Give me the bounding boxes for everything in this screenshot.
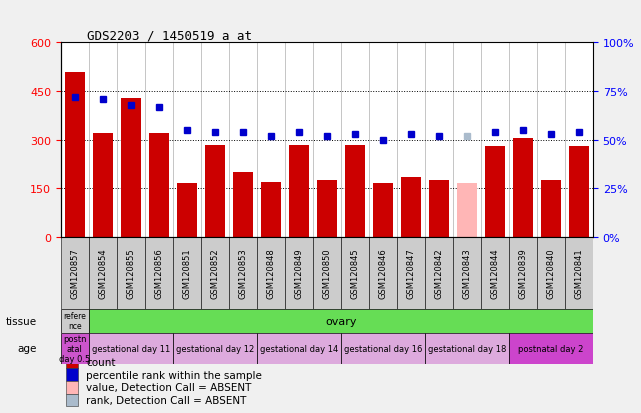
Text: postn
atal
day 0.5: postn atal day 0.5 xyxy=(59,335,90,363)
Bar xyxy=(65,72,85,237)
Text: GSM120846: GSM120846 xyxy=(378,248,387,299)
Bar xyxy=(285,237,313,309)
Bar xyxy=(401,178,420,237)
Bar xyxy=(341,237,369,309)
Bar xyxy=(345,145,365,237)
Bar xyxy=(66,368,78,381)
Bar xyxy=(569,147,588,237)
Text: GSM120854: GSM120854 xyxy=(99,248,108,298)
Bar xyxy=(397,237,425,309)
Bar xyxy=(149,134,169,237)
Bar xyxy=(509,237,537,309)
Bar xyxy=(481,237,509,309)
Text: count: count xyxy=(86,357,115,367)
Text: GSM120843: GSM120843 xyxy=(462,248,471,299)
Text: GSM120857: GSM120857 xyxy=(71,248,79,299)
Text: GSM120847: GSM120847 xyxy=(406,248,415,299)
Bar xyxy=(173,333,257,364)
Text: GSM120853: GSM120853 xyxy=(238,248,247,299)
Text: GSM120852: GSM120852 xyxy=(210,248,219,298)
Text: GSM120849: GSM120849 xyxy=(294,248,303,298)
Bar xyxy=(485,147,504,237)
Text: GSM120844: GSM120844 xyxy=(490,248,499,298)
Bar xyxy=(537,237,565,309)
Text: postnatal day 2: postnatal day 2 xyxy=(518,344,583,353)
Bar xyxy=(317,181,337,237)
Text: gestational day 11: gestational day 11 xyxy=(92,344,170,353)
Bar xyxy=(66,356,78,368)
Text: value, Detection Call = ABSENT: value, Detection Call = ABSENT xyxy=(86,382,251,392)
Bar xyxy=(341,333,425,364)
Bar xyxy=(89,333,173,364)
Bar xyxy=(121,98,141,237)
Bar xyxy=(66,381,78,394)
Bar xyxy=(541,181,561,237)
Bar xyxy=(229,237,257,309)
Text: GSM120848: GSM120848 xyxy=(267,248,276,299)
Text: tissue: tissue xyxy=(6,316,37,326)
Bar xyxy=(457,184,477,237)
Text: rank, Detection Call = ABSENT: rank, Detection Call = ABSENT xyxy=(86,395,246,405)
Text: GSM120839: GSM120839 xyxy=(519,248,528,299)
Bar xyxy=(565,237,593,309)
Text: gestational day 12: gestational day 12 xyxy=(176,344,254,353)
Bar xyxy=(429,181,449,237)
Bar xyxy=(373,184,393,237)
Bar xyxy=(173,237,201,309)
Text: gestational day 14: gestational day 14 xyxy=(260,344,338,353)
Bar xyxy=(61,333,89,364)
Bar xyxy=(201,237,229,309)
Text: gestational day 18: gestational day 18 xyxy=(428,344,506,353)
Text: age: age xyxy=(18,344,37,354)
Text: gestational day 16: gestational day 16 xyxy=(344,344,422,353)
Text: GSM120855: GSM120855 xyxy=(126,248,135,298)
Bar xyxy=(145,237,173,309)
Text: GDS2203 / 1450519_a_at: GDS2203 / 1450519_a_at xyxy=(87,29,253,42)
Bar xyxy=(425,333,509,364)
Text: GSM120851: GSM120851 xyxy=(183,248,192,298)
Bar xyxy=(261,183,281,237)
Bar xyxy=(425,237,453,309)
Text: percentile rank within the sample: percentile rank within the sample xyxy=(86,370,262,380)
Bar xyxy=(257,333,341,364)
Bar xyxy=(61,309,89,333)
Text: GSM120845: GSM120845 xyxy=(351,248,360,298)
Bar xyxy=(177,184,197,237)
Bar xyxy=(313,237,341,309)
Bar xyxy=(117,237,145,309)
Bar xyxy=(61,237,89,309)
Bar xyxy=(509,333,593,364)
Text: refere
nce: refere nce xyxy=(63,312,87,330)
Text: GSM120850: GSM120850 xyxy=(322,248,331,298)
Bar xyxy=(233,173,253,237)
Text: GSM120840: GSM120840 xyxy=(546,248,555,298)
Bar xyxy=(369,237,397,309)
Bar xyxy=(89,237,117,309)
Bar xyxy=(93,134,113,237)
Bar xyxy=(205,145,225,237)
Bar xyxy=(66,394,78,406)
Text: GSM120856: GSM120856 xyxy=(154,248,163,299)
Bar xyxy=(289,145,309,237)
Bar xyxy=(453,237,481,309)
Bar xyxy=(513,139,533,237)
Text: ovary: ovary xyxy=(325,316,356,326)
Text: GSM120842: GSM120842 xyxy=(435,248,444,298)
Bar xyxy=(257,237,285,309)
Text: GSM120841: GSM120841 xyxy=(574,248,583,298)
